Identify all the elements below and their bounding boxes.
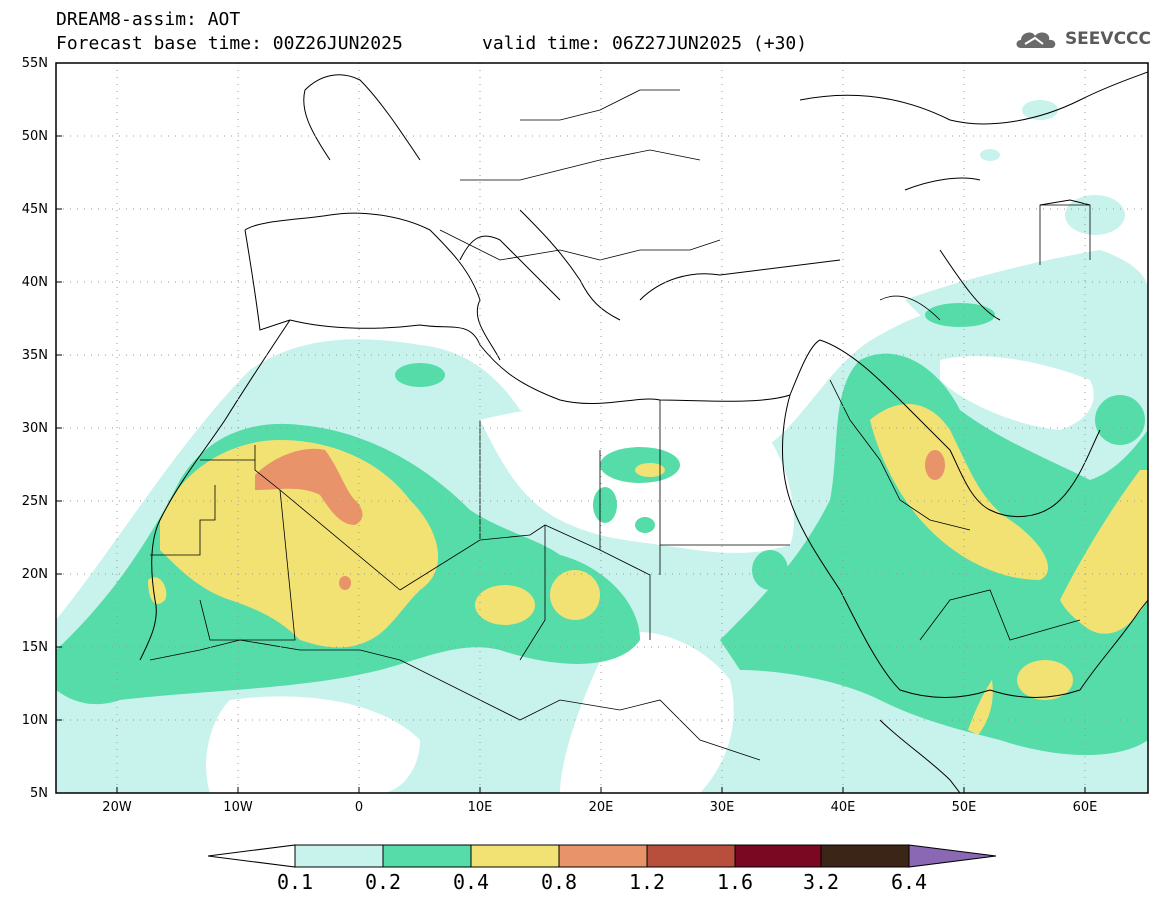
aot-band-0-4: [148, 403, 1148, 735]
colorbar-swatch: [294, 844, 384, 868]
aot-band-0-8: [255, 448, 945, 590]
lon-label: 10W: [223, 800, 253, 815]
seevccc-logo: SEEVCCC: [1013, 26, 1151, 52]
colorbar-label: 6.4: [890, 870, 928, 894]
colorbar-label: 1.6: [716, 870, 754, 894]
lat-label: 15N: [21, 640, 48, 655]
forecast-base-time: Forecast base time: 00Z26JUN2025: [56, 33, 403, 54]
colorbar-label: 0.1: [276, 870, 314, 894]
colorbar-label: 0.8: [540, 870, 578, 894]
lat-label: 50N: [21, 129, 48, 144]
lon-label: 10E: [467, 800, 493, 815]
valid-time: valid time: 06Z27JUN2025 (+30): [482, 33, 808, 54]
lat-label: 55N: [21, 56, 48, 71]
colorbar-swatch: [558, 844, 648, 868]
lon-label: 50E: [951, 800, 977, 815]
colorbar-label: 0.4: [452, 870, 490, 894]
logo-text: SEEVCCC: [1064, 29, 1151, 49]
colorbar-swatch: [646, 844, 736, 868]
colorbar-swatch: [820, 844, 910, 868]
lon-label: 20W: [102, 800, 132, 815]
cloud-icon: [1016, 32, 1056, 48]
colorbar-swatch: [470, 844, 560, 868]
lat-label: 35N: [21, 348, 48, 363]
colorbar-under-arrow: [207, 844, 296, 868]
lat-label: 5N: [30, 786, 48, 801]
colorbar-swatch: [734, 844, 822, 868]
lat-label: 40N: [21, 275, 48, 290]
colorbar: [207, 844, 997, 868]
lon-label: 40E: [830, 800, 856, 815]
colorbar-over-arrow: [908, 844, 997, 868]
lon-label: 30E: [709, 800, 735, 815]
map-title: DREAM8-assim: AOT: [56, 9, 241, 30]
coastlines: [139, 71, 1148, 793]
lat-label: 25N: [21, 494, 48, 509]
lat-label: 20N: [21, 567, 48, 582]
colorbar-label: 3.2: [802, 870, 840, 894]
colorbar-label: 0.2: [364, 870, 402, 894]
lat-label: 30N: [21, 421, 48, 436]
graticule: [56, 63, 1148, 793]
lat-label: 45N: [21, 202, 48, 217]
lon-label: 20E: [588, 800, 614, 815]
lat-label: 10N: [21, 713, 48, 728]
lon-label: 0: [354, 800, 364, 815]
colorbar-label: 1.2: [628, 870, 666, 894]
colorbar-swatch: [382, 844, 472, 868]
axis-ticks: [56, 62, 1086, 793]
lon-label: 60E: [1072, 800, 1098, 815]
